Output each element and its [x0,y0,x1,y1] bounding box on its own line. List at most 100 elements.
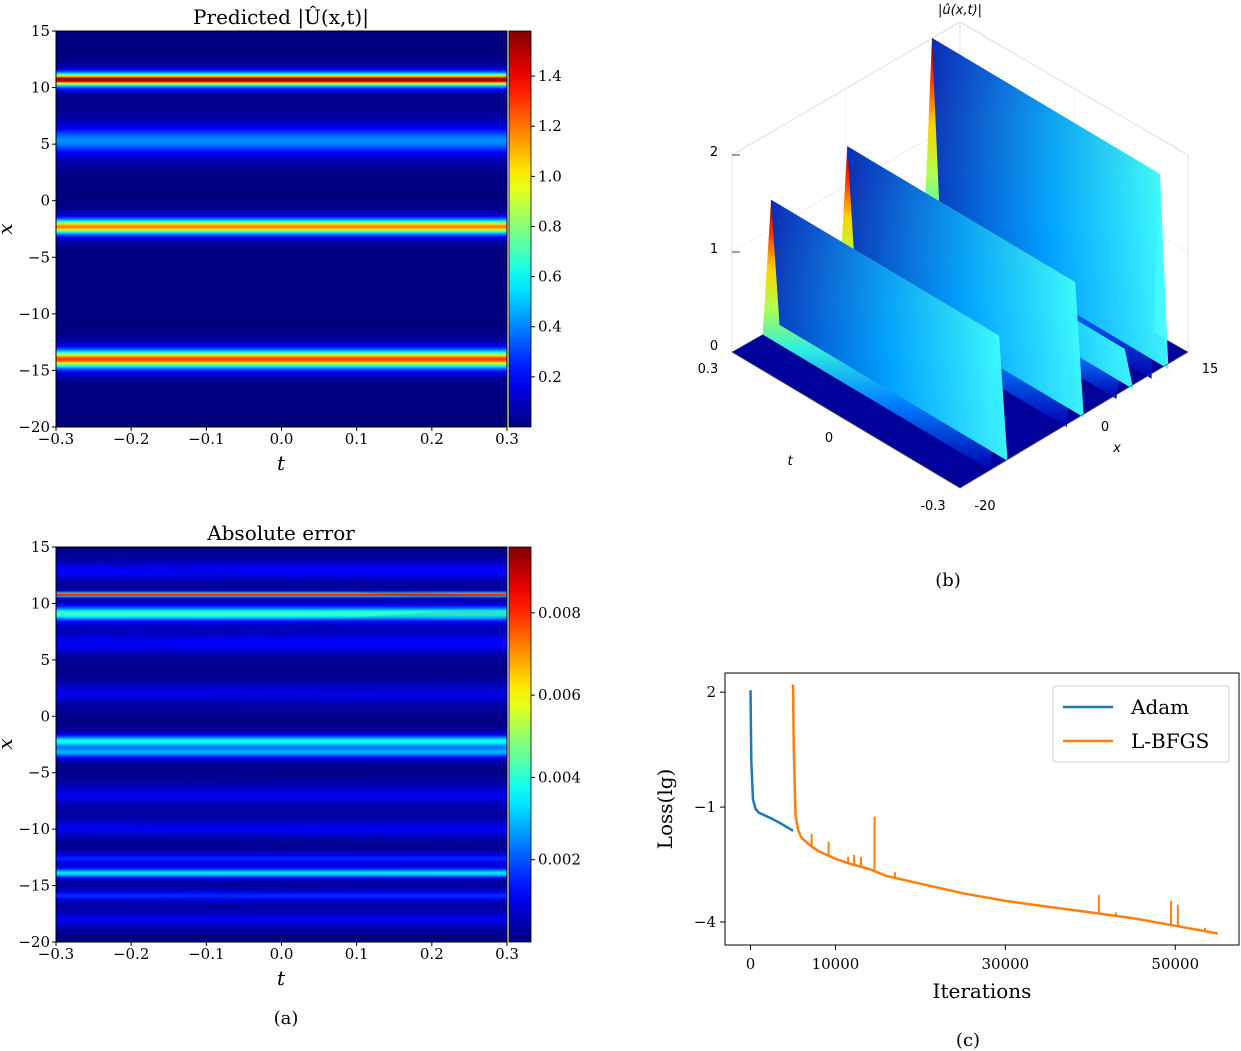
t-tick-label-1: 0 [825,431,833,446]
loss-chart-lines [749,684,1219,935]
loss-x-tick-label: 0 [746,955,756,973]
colorbar-tick-label: 1.4 [538,67,562,85]
error-streak [55,611,508,645]
heatmap-predicted-xlabel: t [277,451,286,475]
x-tick-label: −0.1 [188,430,224,448]
colorbar-tick-label: 0.4 [538,318,562,336]
t-axis-line [731,351,961,489]
y-tick-label: −5 [28,248,50,266]
y-tick-label: 15 [31,22,50,40]
loss-x-tick-label: 10000 [812,955,860,973]
t-tick-label-0: 0.3 [698,362,719,377]
t-tick-label-2: -0.3 [920,499,945,514]
colorbar-tick-label: 0.002 [538,851,581,869]
loss-ylabel: Loss(lg) [653,769,677,850]
heatmap-predicted-yticks: 15 10 5 0 −5 −10 −15 −20 [18,22,56,436]
colorbar-predicted [509,31,531,427]
y-tick-label: 10 [31,79,50,97]
colorbar-error-ticks: 0.008 0.006 0.004 0.002 [531,604,581,869]
x-tick-label: 0.2 [420,430,444,448]
heatmap-error-image [56,547,507,942]
x-tick-label: 0.2 [420,945,444,963]
x-tick-label: 0.3 [495,430,519,448]
y-tick-label: 0 [40,192,50,210]
error-streak [55,766,508,785]
colorbar-tick-label: 0.008 [538,604,581,622]
y-tick-label: 5 [40,651,50,669]
heatmap-error-xlabel: t [277,966,286,990]
x-tick-label: −0.2 [113,430,149,448]
x-tick-label: 0.1 [345,945,369,963]
error-streak [55,557,508,603]
colorbar-tick-label: 0.006 [538,686,581,704]
loss-y-tick-label: −4 [694,913,716,931]
loss-chart: 0 10000 30000 50000 2 −1 −4 Adam L-BFGS Iterat… [653,672,1240,1003]
x-tick-label: −0.2 [113,945,149,963]
x-tick-label: 0.0 [270,430,294,448]
heatmap-predicted-xticks: −0.3 −0.2 −0.1 0.0 0.1 0.2 0.3 [38,427,519,448]
y-tick-label: 0 [40,707,50,725]
loss-chart-ticks: 0 10000 30000 50000 2 −1 −4 [694,683,1199,973]
colorbar-tick-label: 0.004 [538,768,581,786]
colorbar-error [509,547,531,942]
heatmap-predicted-ylabel: x [0,223,17,234]
loss-series-0 [749,690,794,832]
y-tick-label: 5 [40,135,50,153]
error-streak [55,876,508,905]
surface-title: |û(x,t)| [938,3,982,18]
heatmap-error-ylabel: x [0,738,17,749]
loss-y-tick-label: 2 [706,683,716,701]
legend-label-adam: Adam [1130,695,1189,719]
loss-legend: Adam L-BFGS [1052,685,1230,763]
y-tick-label: −15 [18,877,50,895]
x-tick-label: −0.3 [38,430,74,448]
heatmap-error: 0.008 0.006 0.004 0.002 −0.3 −0.2 −0.1 0.0 0.1 0… [0,521,581,990]
colorbar-predicted-frame [508,30,532,428]
y-tick-label: −15 [18,361,50,379]
colorbar-predicted-ticks: 1.4 1.2 1.0 0.8 0.6 0.4 0.2 [531,67,562,386]
z-tick-label-2: 2 [710,145,718,160]
heatmap-predicted-title: Predicted |Û(x,t)| [193,4,369,30]
colorbar-tick-label: 0.2 [538,368,562,386]
error-streak [55,686,508,705]
x-tick-label-1: 0 [1101,420,1109,435]
z-tick-label-0: 0 [710,339,718,354]
y-tick-label: −20 [18,933,50,951]
surface-ridge-side [771,199,1008,461]
panel-label-b: (b) [935,570,961,591]
z-tick-label-1: 1 [710,242,718,257]
x-tick-label: 0.3 [495,945,519,963]
y-tick-label: −10 [18,305,50,323]
surface-x-label: x [1112,441,1121,456]
panel-label-c: (c) [956,1030,980,1051]
heatmap-predicted: 1.4 1.2 1.0 0.8 0.6 0.4 0.2 −0.3 −0.2 −0.1 0.0 0.1… [0,4,562,475]
x-tick-label-2: -20 [974,499,995,514]
x-tick-label: −0.1 [188,945,224,963]
error-streak [55,827,508,848]
heatmap-error-title: Absolute error [206,521,355,545]
colorbar-tick-label: 0.8 [538,217,562,235]
y-tick-label: 10 [31,594,50,612]
loss-x-tick-label: 50000 [1151,955,1199,973]
heatmap-predicted-image [56,31,507,427]
heatmap-error-streaks [55,557,508,905]
x-axis-line [959,351,1189,489]
surface-ridge-side [847,146,1084,418]
loss-xlabel: Iterations [933,979,1032,1003]
loss-x-tick-label: 30000 [982,955,1030,973]
y-tick-label: −20 [18,418,50,436]
surface-t-label: t [787,454,793,469]
colorbar-error-frame [508,546,532,943]
loss-y-tick-label: −1 [694,798,716,816]
colorbar-tick-label: 1.0 [538,167,562,185]
x-tick-label: 0.0 [270,945,294,963]
surface-ridge-side [931,37,1169,370]
loss-legend-box [1052,685,1230,763]
y-tick-label: −5 [28,764,50,782]
y-tick-label: 15 [31,538,50,556]
x-tick-label: −0.3 [38,945,74,963]
x-tick-label-0: 15 [1202,362,1219,377]
heatmap-error-xticks: −0.3 −0.2 −0.1 0.0 0.1 0.2 0.3 [38,942,519,963]
surface-3d: |û(x,t)| 2 1 0 0.3 0 -0.3 15 0 -20 t x [698,3,1219,514]
